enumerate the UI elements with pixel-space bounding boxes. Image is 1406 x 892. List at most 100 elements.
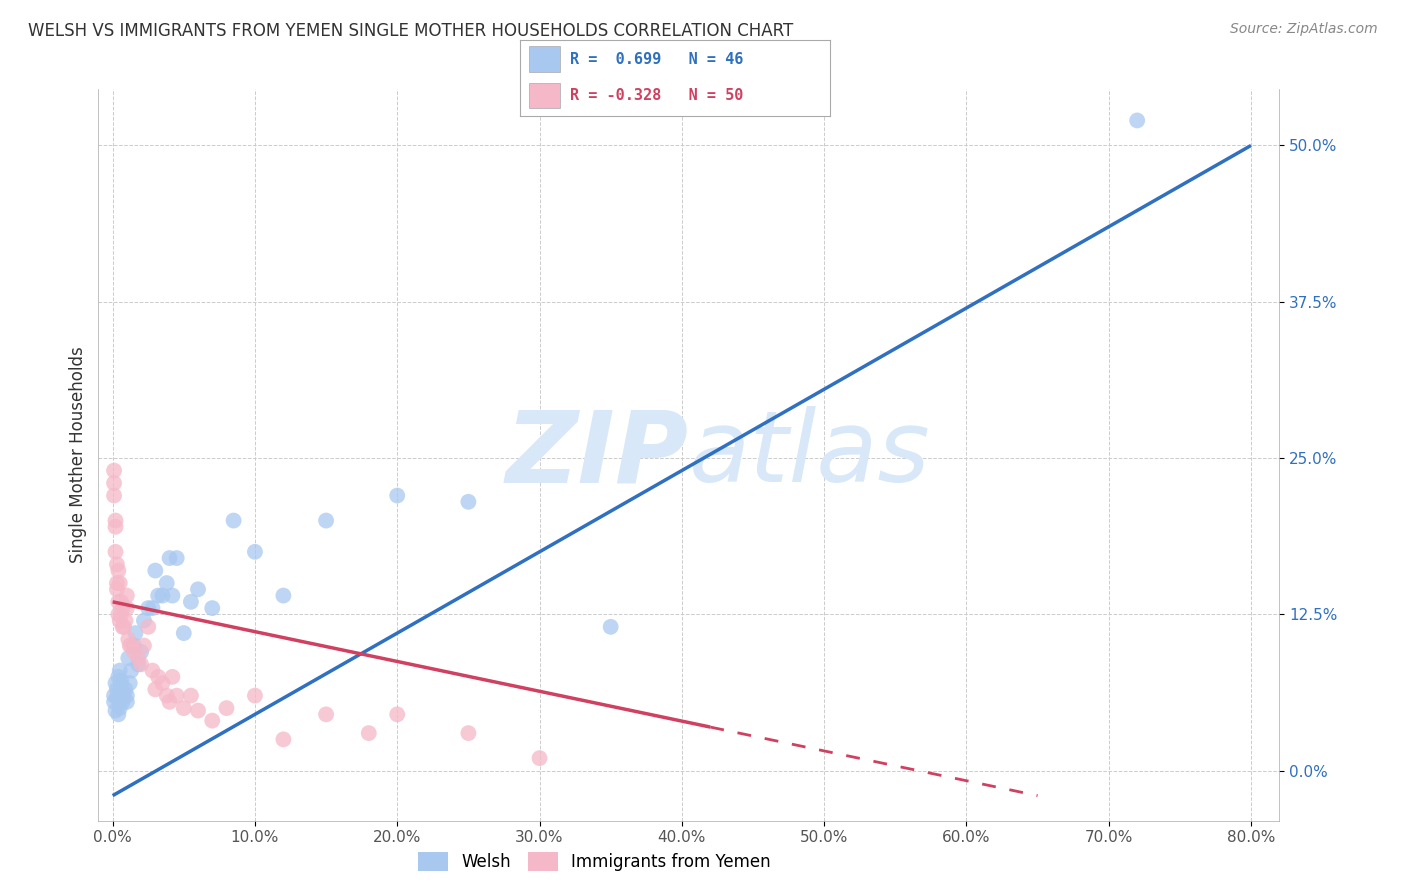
Point [180,689,202,703]
Point [457,726,479,740]
Bar [530,83,561,109]
Point [110,673,132,688]
Point [156,689,179,703]
Point [108,614,131,628]
Point [117,632,139,647]
Point [315,707,337,722]
Text: WELSH VS IMMIGRANTS FROM YEMEN SINGLE MOTHER HOUSEHOLDS CORRELATION CHART: WELSH VS IMMIGRANTS FROM YEMEN SINGLE MO… [28,22,793,40]
Point [273,589,295,603]
Point [215,701,238,715]
Point [357,726,380,740]
Point [107,564,129,578]
Y-axis label: Single Mother Households: Single Mother Households [69,347,87,563]
Point [103,695,125,709]
Point [173,626,195,640]
Point [136,620,159,634]
Point [187,582,209,597]
Point [187,704,209,718]
Point [457,495,479,509]
Point [387,489,409,503]
Point [159,695,181,709]
Point [124,626,146,640]
Point [529,751,551,765]
Point [103,489,125,503]
Point [107,707,129,722]
Point [315,514,337,528]
Point [115,695,138,709]
Point [132,614,155,628]
Point [129,657,152,672]
Point [103,689,125,703]
Point [115,689,138,703]
Point [141,664,163,678]
Point [122,645,145,659]
Point [104,545,127,559]
Bar [530,46,561,72]
Point [120,664,142,678]
Point [105,576,128,591]
Point [166,551,188,566]
Point [104,514,127,528]
Point [108,701,131,715]
Point [243,689,266,703]
Point [152,589,174,603]
Point [111,601,134,615]
Point [159,551,181,566]
Text: ZIP: ZIP [506,407,689,503]
Point [143,682,166,697]
Point [122,639,145,653]
Point [162,589,184,603]
Point [110,595,132,609]
Point [105,558,128,572]
Point [129,645,152,659]
Point [105,582,128,597]
Point [127,657,149,672]
Point [173,701,195,715]
Point [117,651,139,665]
Point [108,664,131,678]
Text: atlas: atlas [689,407,931,503]
Point [143,564,166,578]
Point [599,620,621,634]
Point [152,676,174,690]
Point [1126,113,1149,128]
Point [141,601,163,615]
Point [107,670,129,684]
Point [105,691,128,706]
Point [201,601,224,615]
Point [108,576,131,591]
Point [115,589,138,603]
Text: Source: ZipAtlas.com: Source: ZipAtlas.com [1230,22,1378,37]
Point [112,689,135,703]
Point [111,695,134,709]
Point [222,514,245,528]
Point [104,676,127,690]
Point [180,595,202,609]
Legend: Welsh, Immigrants from Yemen: Welsh, Immigrants from Yemen [412,846,778,878]
Point [107,607,129,622]
Point [118,676,141,690]
Point [114,682,136,697]
Point [166,689,188,703]
Point [201,714,224,728]
Point [110,679,132,693]
Text: R = -0.328   N = 50: R = -0.328 N = 50 [569,88,744,103]
Point [115,601,138,615]
Point [136,601,159,615]
Point [112,620,135,634]
Point [118,639,141,653]
Point [132,639,155,653]
Point [103,476,125,491]
Point [387,707,409,722]
Text: R =  0.699   N = 46: R = 0.699 N = 46 [569,52,744,67]
Point [162,670,184,684]
Point [243,545,266,559]
Point [148,670,170,684]
Point [104,704,127,718]
Point [103,464,125,478]
Point [148,589,170,603]
Point [104,520,127,534]
Point [127,651,149,665]
Point [107,595,129,609]
Point [273,732,295,747]
